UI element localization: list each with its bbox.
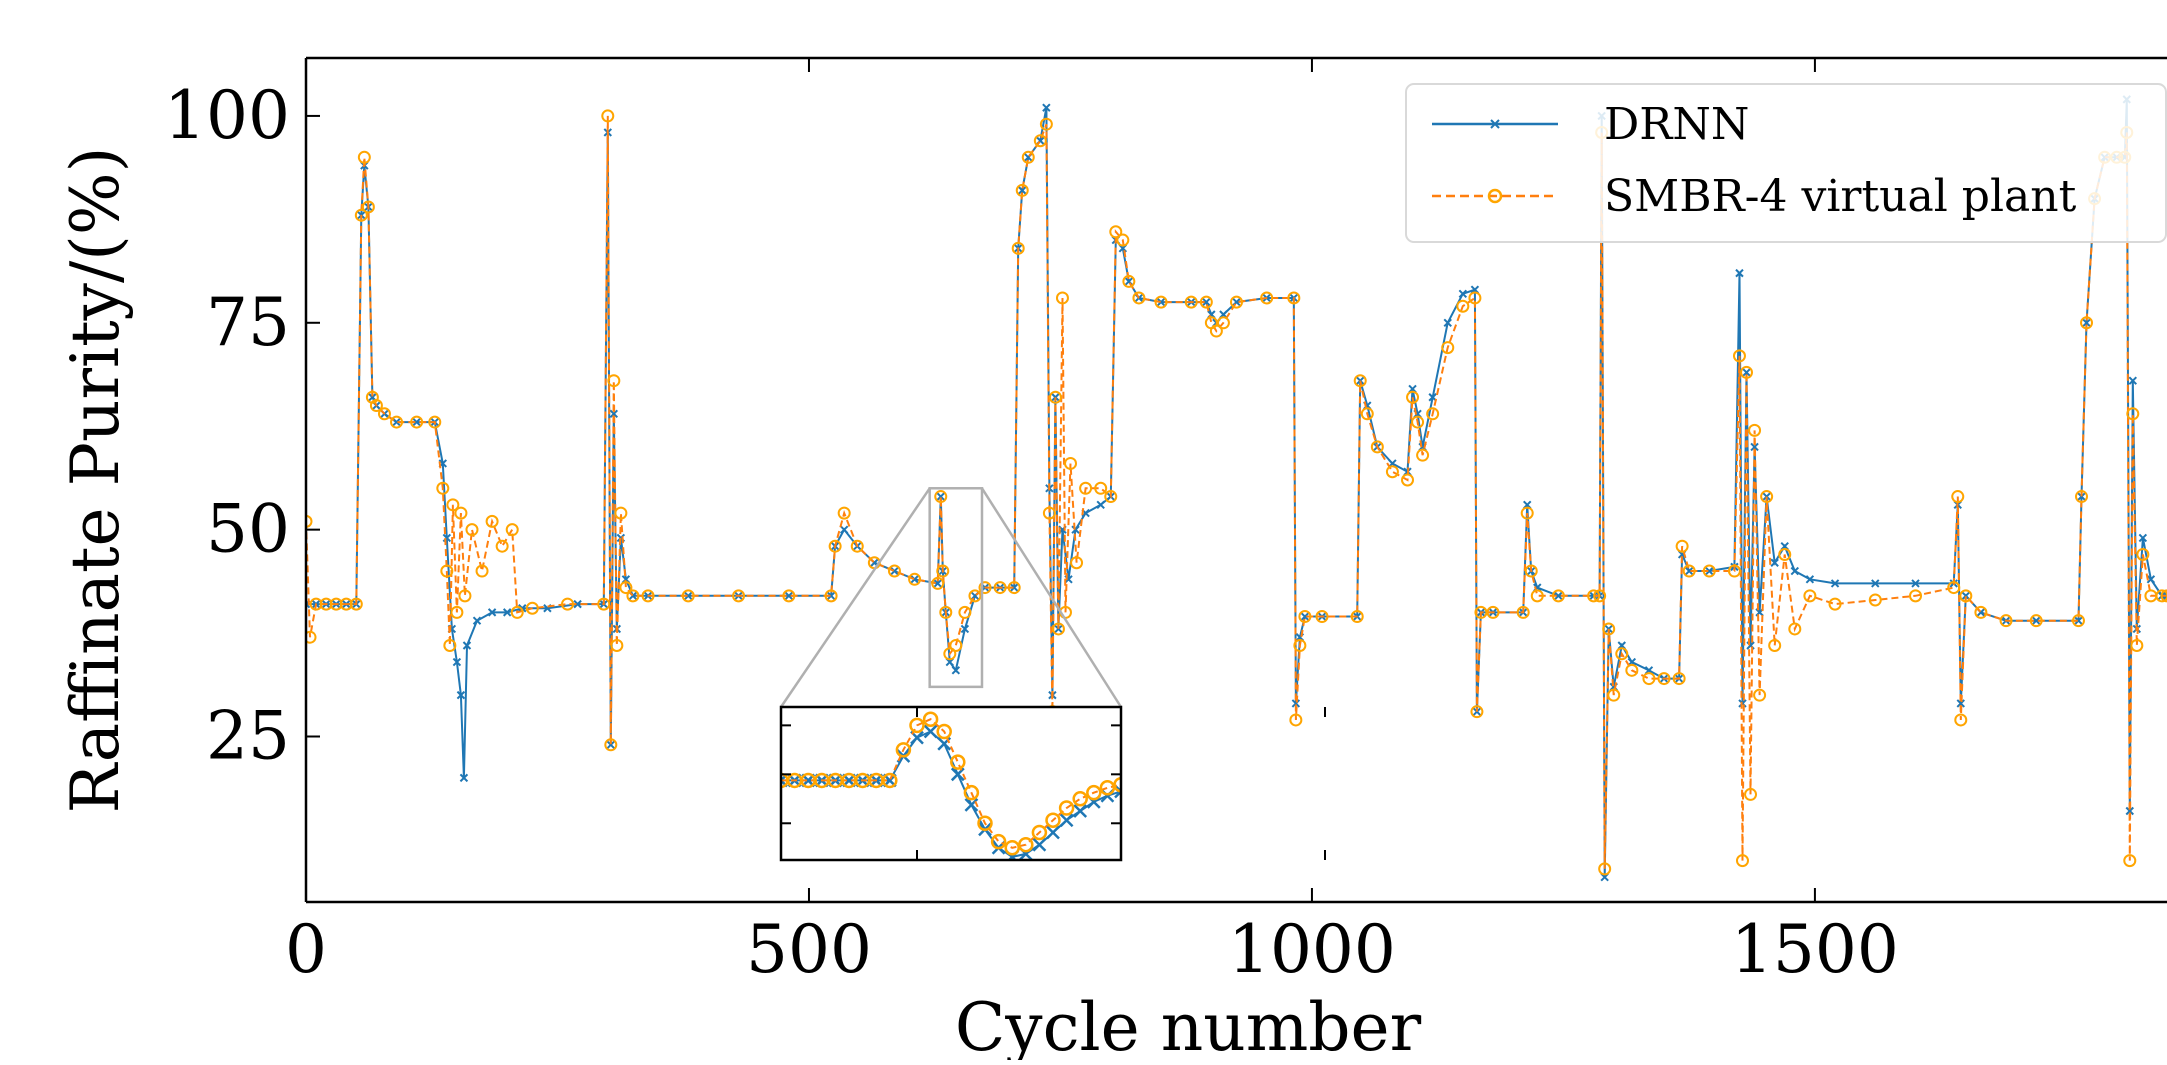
inset-zoom xyxy=(775,707,1468,863)
data-point xyxy=(1441,774,1453,786)
data-point xyxy=(1305,774,1317,786)
data-point xyxy=(1142,779,1154,791)
data-point xyxy=(1319,774,1332,787)
x-tick-label: 500 xyxy=(746,911,872,988)
y-tick-label: 100 xyxy=(164,77,290,154)
data-point xyxy=(1346,774,1359,787)
data-point xyxy=(1387,774,1399,786)
data-point xyxy=(1414,774,1426,786)
x-axis-label: Cycle number xyxy=(955,989,1422,1060)
x-tick-label: 1000 xyxy=(1228,911,1396,988)
data-point xyxy=(1264,774,1277,787)
data-point xyxy=(1387,774,1400,787)
y-tick-label: 75 xyxy=(206,284,290,361)
data-point xyxy=(497,541,508,552)
data-point xyxy=(1224,774,1236,786)
data-point xyxy=(1197,775,1209,787)
data-point xyxy=(1333,774,1345,786)
data-point xyxy=(1332,774,1345,787)
data-point xyxy=(507,524,518,535)
data-point xyxy=(1210,774,1223,787)
data-point xyxy=(1428,774,1440,786)
data-point xyxy=(1278,774,1291,787)
data-point xyxy=(1401,774,1413,786)
data-point xyxy=(1373,774,1386,787)
data-point xyxy=(1128,776,1141,789)
zoom-source-box xyxy=(930,488,982,687)
data-point xyxy=(1455,774,1468,787)
data-point xyxy=(1359,774,1372,787)
x-tick-label: 0 xyxy=(285,911,327,988)
zoom-connector-left xyxy=(781,488,930,707)
data-point xyxy=(1360,774,1372,786)
data-point xyxy=(1305,774,1318,787)
data-point xyxy=(1183,776,1195,788)
data-point xyxy=(1183,774,1196,787)
data-point xyxy=(1373,774,1385,786)
data-point xyxy=(1169,774,1182,787)
data-point xyxy=(1319,774,1331,786)
data-point xyxy=(1156,778,1168,790)
data-point xyxy=(1237,774,1249,786)
y-tick-label: 25 xyxy=(206,698,290,775)
legend: DRNN SMBR-4 virtual plant xyxy=(1406,84,2166,242)
data-point xyxy=(1142,775,1155,788)
data-point xyxy=(1427,774,1440,787)
data-point xyxy=(1346,774,1358,786)
data-point xyxy=(1251,774,1263,786)
data-point xyxy=(1155,775,1168,788)
data-point xyxy=(1169,776,1181,788)
data-point xyxy=(1278,774,1290,786)
data-point xyxy=(1210,774,1222,786)
y-axis-label: Raffinate Purity/(%) xyxy=(57,147,134,814)
data-point xyxy=(1265,774,1277,786)
legend-label-drnn: DRNN xyxy=(1604,99,1749,150)
data-point xyxy=(1251,774,1264,787)
data-point xyxy=(1441,774,1454,787)
data-point xyxy=(841,526,848,533)
data-point xyxy=(1223,774,1236,787)
data-point xyxy=(1097,501,1104,508)
data-point xyxy=(1455,774,1467,786)
data-point xyxy=(1292,774,1304,786)
data-point xyxy=(1387,466,1398,477)
y-tick-label: 50 xyxy=(206,491,290,568)
data-point xyxy=(1400,774,1413,787)
data-point xyxy=(1129,782,1141,794)
data-point xyxy=(1196,774,1209,787)
x-tick-label: 1500 xyxy=(1731,911,1899,988)
data-point xyxy=(1414,774,1427,787)
data-point xyxy=(1237,774,1250,787)
legend-label-smbr: SMBR-4 virtual plant xyxy=(1604,171,2077,222)
data-point xyxy=(1291,774,1304,787)
